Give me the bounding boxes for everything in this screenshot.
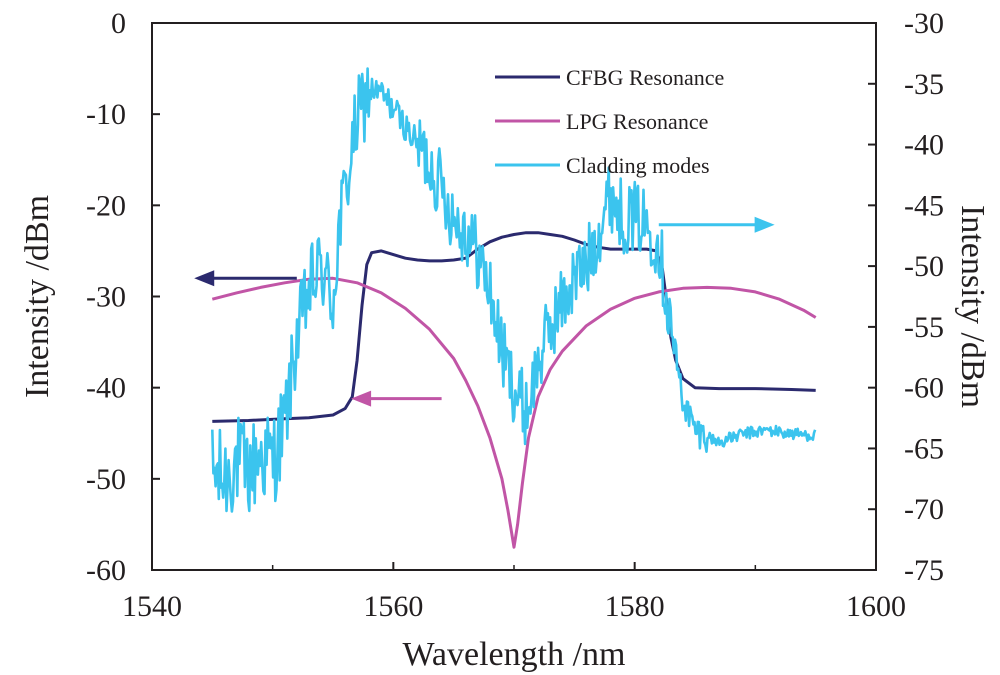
y-right-tick-label: -40: [904, 129, 944, 162]
y-right-tick-label: -55: [904, 311, 944, 344]
series-layer: [211, 67, 817, 549]
y-left-tick-label: -20: [86, 189, 126, 222]
y-right-tick-label: -65: [904, 432, 944, 465]
x-tick-label: 1560: [363, 590, 423, 623]
y-left-tick-label: -60: [86, 554, 126, 587]
y-left-tick-label: -40: [86, 372, 126, 405]
y-right-tick-label: -50: [904, 250, 944, 283]
series-line-cladding-modes: [211, 67, 817, 513]
legend-label: LPG Resonance: [566, 109, 708, 134]
cfbg-axis-arrow: [194, 270, 297, 287]
x-axis-title: Wavelength /nm: [403, 636, 626, 673]
y-left-axis-title: Intensity /dBm: [19, 195, 56, 398]
y-right-tick-label: -70: [904, 493, 944, 526]
y-left-tick-label: -30: [86, 281, 126, 314]
y-right-tick-label: -30: [904, 7, 944, 40]
y-left-tick-label: 0: [111, 7, 126, 40]
y-left-tick-label: -50: [86, 463, 126, 496]
ticks-layer: 1540 1560 1580 1600 0 -10 -20 -30 -40 -50 -60 -30 -3…: [86, 7, 944, 623]
y-right-tick-label: -75: [904, 554, 944, 587]
y-left-tick-label: -10: [86, 98, 126, 131]
cladding-axis-arrow: [658, 216, 775, 233]
y-right-tick-label: -60: [904, 372, 944, 405]
series-line-lpg-resonance: [211, 276, 817, 549]
y-right-tick-label: -45: [904, 189, 944, 222]
annotations-layer: [194, 216, 775, 407]
legend: CFBG Resonance LPG Resonance Cladding mode…: [495, 65, 724, 178]
y-right-tick-label: -35: [904, 68, 944, 101]
y-right-axis-title: Intensity /dBm: [954, 205, 991, 408]
x-tick-label: 1540: [122, 590, 182, 623]
legend-label: CFBG Resonance: [566, 65, 724, 90]
x-tick-label: 1580: [605, 590, 665, 623]
legend-label: Cladding modes: [566, 153, 710, 178]
lpg-axis-arrow: [351, 390, 442, 407]
x-tick-label: 1600: [846, 590, 906, 623]
